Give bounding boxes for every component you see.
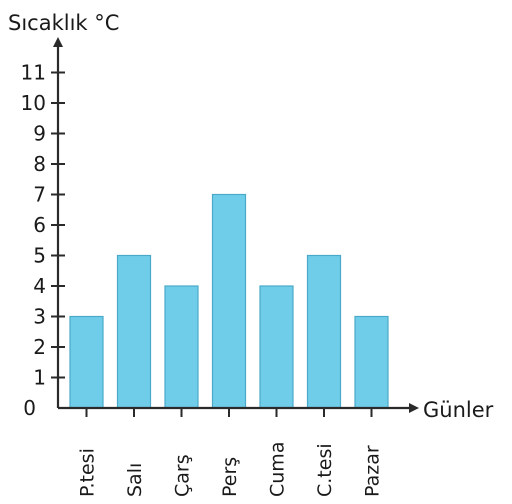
y-tick-label: 2 — [33, 335, 46, 359]
bar-cuma — [259, 285, 294, 409]
x-category-label: C.tesi — [314, 443, 336, 497]
x-axis-title: Günler — [423, 398, 494, 422]
bar-p-tesi — [69, 315, 104, 409]
x-category-label: Perş — [219, 457, 241, 497]
y-tick-label: 8 — [33, 152, 46, 176]
bar-pazar — [354, 315, 389, 409]
y-tick-label: 11 — [21, 61, 46, 85]
bar-çarş — [164, 285, 199, 409]
y-tick-label: 1 — [33, 366, 46, 390]
x-category-label: P.tesi — [77, 448, 99, 497]
y-axis-ticks: 0 1 2 3 4 5 6 7 8 9 10 11 — [21, 61, 65, 420]
bar-salı — [116, 254, 152, 409]
y-tick-label: 6 — [33, 213, 46, 237]
bars-group — [69, 193, 389, 409]
y-tick-label: 0 — [23, 396, 36, 420]
y-tick-label: 10 — [21, 91, 46, 115]
x-axis-ticks: P.tesi Salı Çarş Perş Cuma C.tesi Pazar — [77, 408, 384, 497]
bar-perş — [211, 193, 247, 409]
bar-c-tesi — [306, 254, 342, 409]
y-tick-label: 5 — [33, 244, 46, 268]
y-tick-label: 9 — [33, 122, 46, 146]
x-category-label: Cuma — [267, 442, 289, 497]
x-category-label: Salı — [124, 463, 146, 497]
y-axis-title: Sıcaklık °C — [8, 11, 119, 35]
y-tick-label: 4 — [33, 274, 46, 298]
y-tick-label: 3 — [33, 305, 46, 329]
x-category-label: Pazar — [362, 445, 384, 497]
x-category-label: Çarş — [172, 454, 194, 497]
y-tick-label: 7 — [33, 183, 46, 207]
